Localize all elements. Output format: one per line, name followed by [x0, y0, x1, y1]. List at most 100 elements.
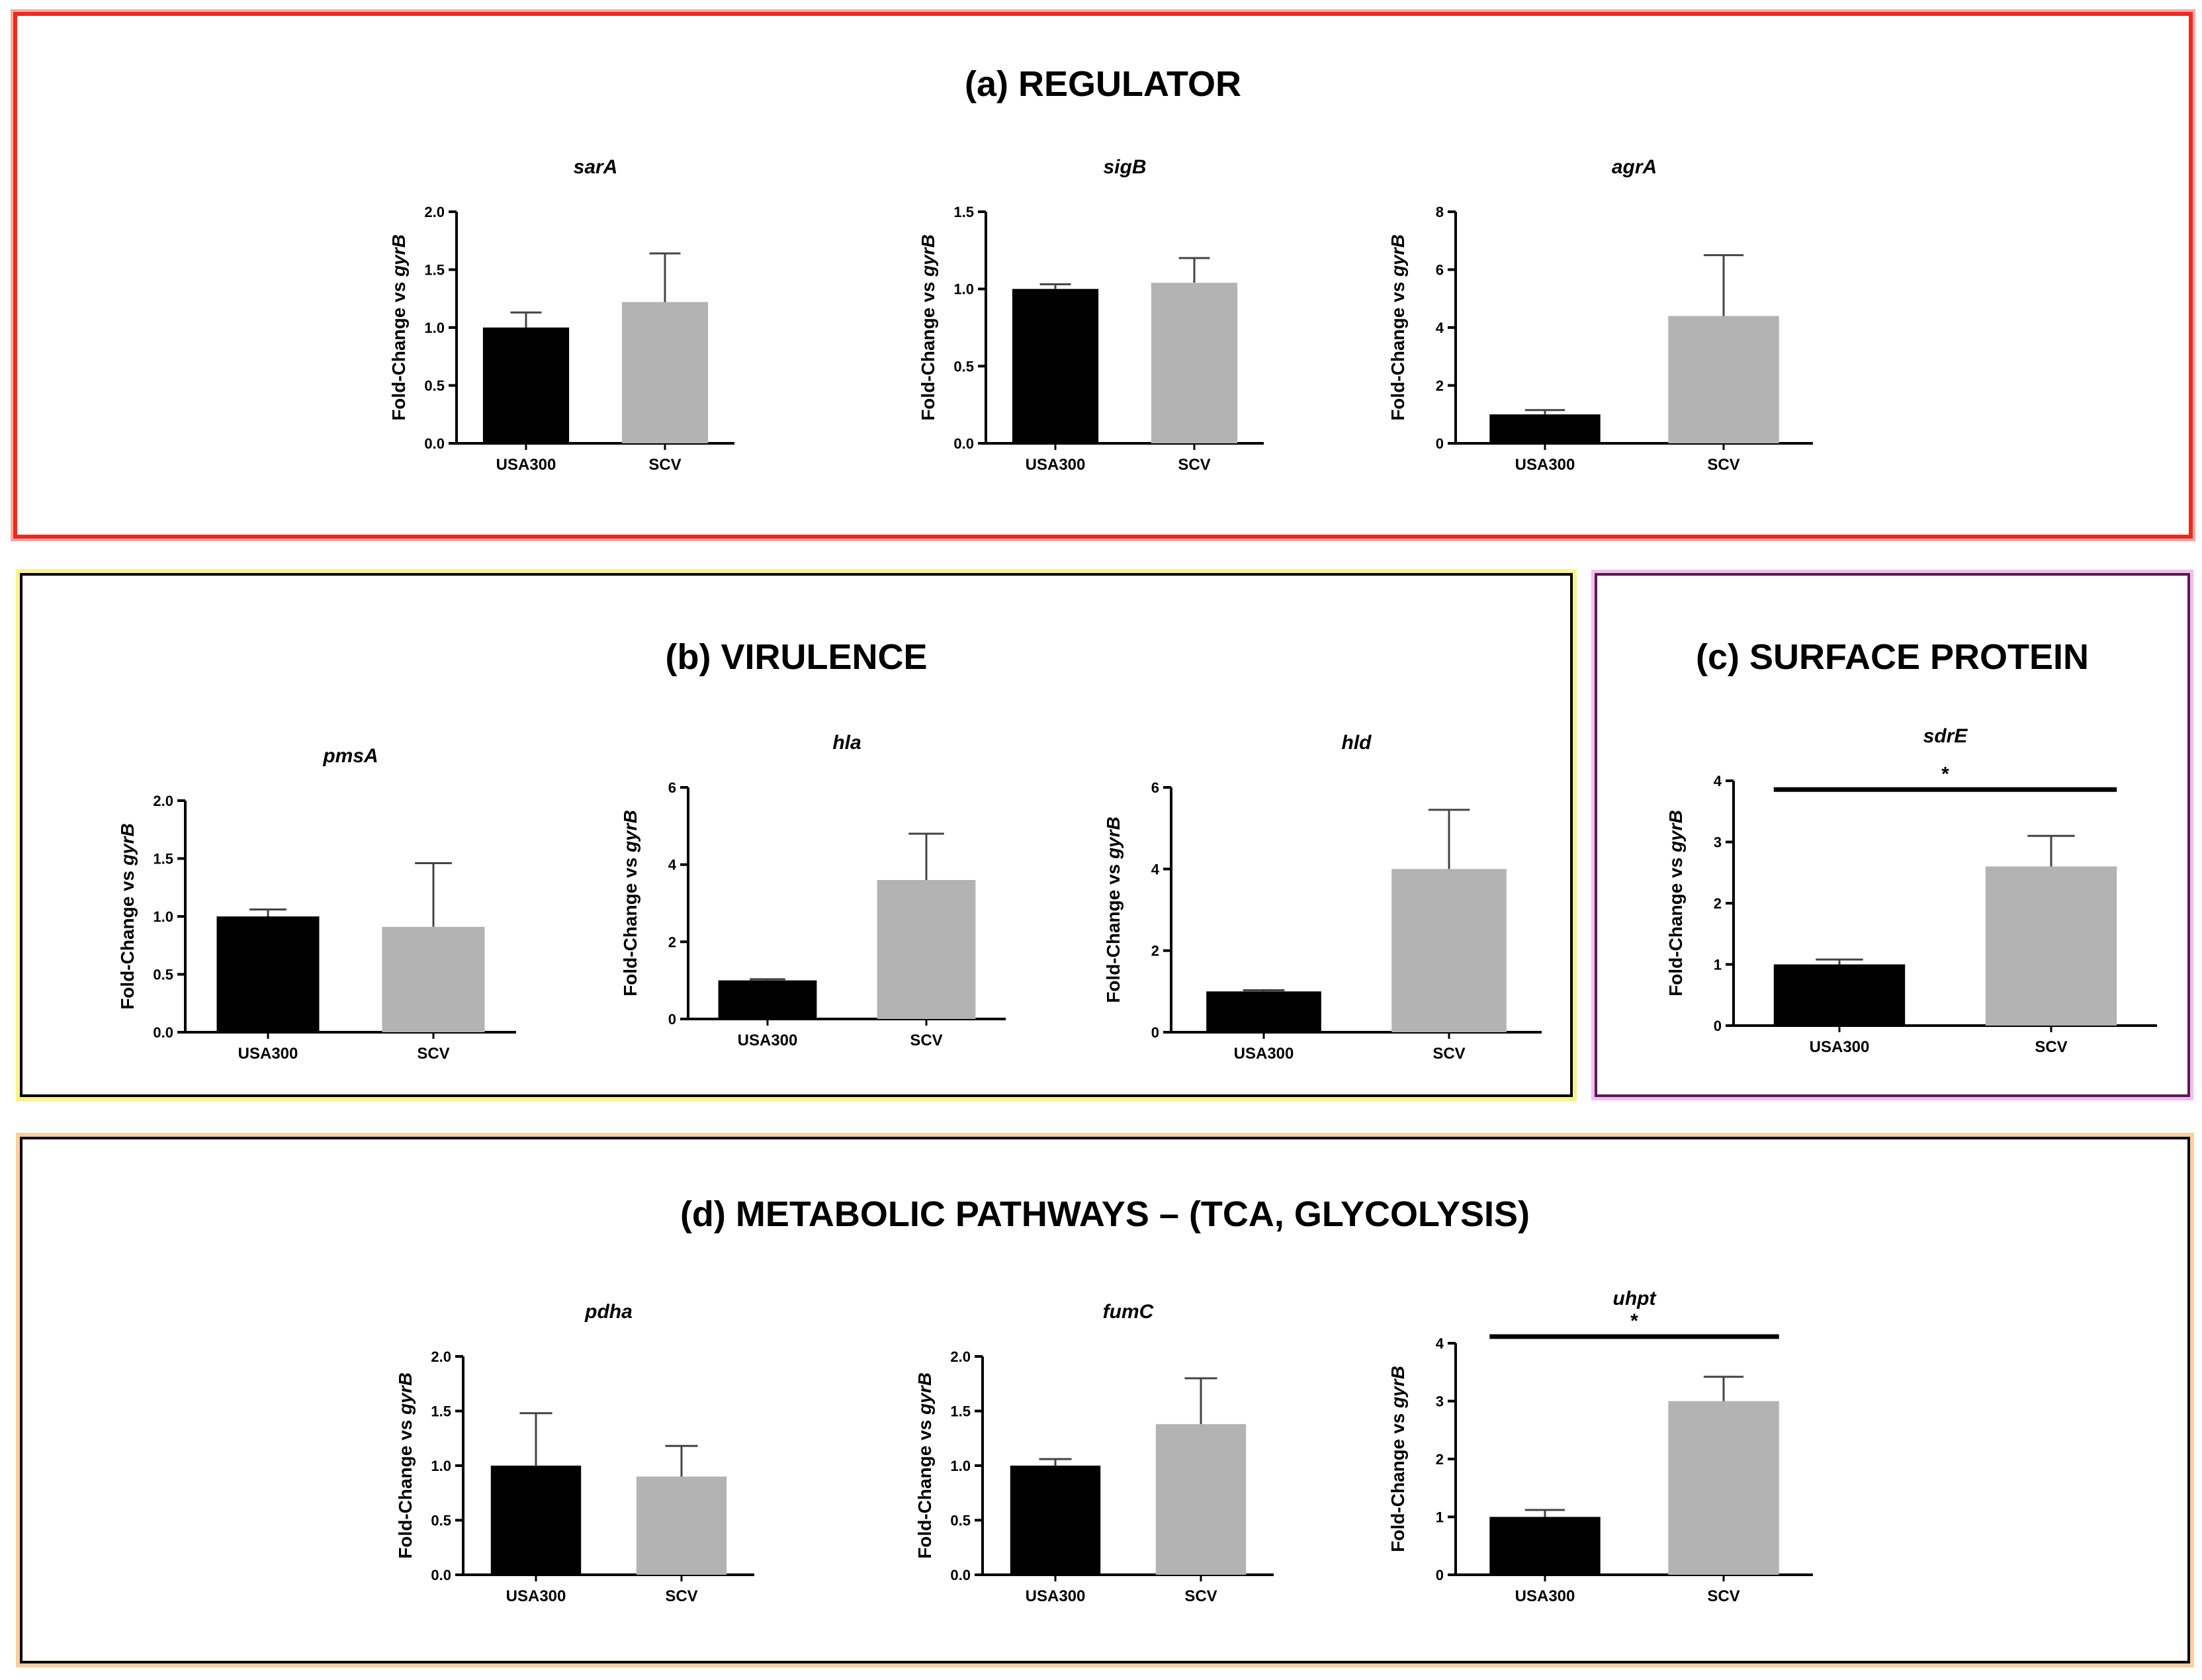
panel-metabolic-pathways: (d) METABOLIC PATHWAYS – (TCA, GLYCOLYSI…	[20, 1137, 2190, 1663]
x-tick-label: SCV	[1178, 456, 1210, 474]
y-tick-label: 2	[1436, 1451, 1444, 1468]
chart-title: uhpt	[1613, 1288, 1657, 1309]
bar-usa300	[216, 916, 320, 1032]
significance-label: *	[1630, 1310, 1638, 1332]
x-tick-label: SCV	[910, 1032, 942, 1049]
y-tick-label: 0.5	[153, 967, 173, 983]
y-axis-label-gene: gyrB	[1387, 234, 1408, 277]
bar-scv	[1985, 866, 2117, 1026]
y-tick-label: 6	[1436, 262, 1444, 279]
x-tick-label: USA300	[238, 1045, 298, 1063]
y-tick-label: 0.0	[153, 1024, 173, 1041]
bar-scv	[382, 926, 485, 1032]
y-tick-label: 1.5	[953, 204, 974, 220]
chart-title: sarA	[574, 156, 618, 178]
y-tick-label: 4	[1436, 1335, 1444, 1352]
bar-usa300	[718, 980, 817, 1019]
x-tick-label: SCV	[417, 1045, 449, 1063]
y-tick-label: 0.5	[424, 378, 445, 394]
y-tick-label: 3	[1436, 1393, 1444, 1410]
x-tick-label: USA300	[1515, 456, 1575, 474]
y-tick-label: 2.0	[950, 1348, 971, 1365]
x-tick-label: SCV	[1707, 1587, 1740, 1605]
bar-usa300	[1773, 964, 1906, 1026]
y-tick-label: 1	[1714, 957, 1722, 973]
y-tick-label: 4	[668, 857, 677, 873]
y-tick-label: 2	[668, 934, 676, 950]
x-tick-label: USA300	[506, 1587, 566, 1605]
y-axis-label: Fold-Change vs gyrB	[1103, 817, 1123, 1003]
bar-scv	[1151, 283, 1238, 443]
x-tick-label: USA300	[1515, 1587, 1575, 1605]
chart-pdha: pdha Fold-Change vs gyrB 0.0 0.5 1.0 1.5 2.0 US…	[395, 1301, 754, 1605]
y-tick-label: 1.5	[431, 1403, 451, 1420]
y-tick-label: 6	[1151, 779, 1159, 796]
y-axis-label: Fold-Change vs gyrB	[388, 234, 409, 421]
y-axis-label-prefix: Fold-Change vs	[388, 277, 409, 421]
y-tick-label: 1.5	[153, 851, 173, 867]
y-axis-label-gene: gyrB	[395, 1372, 416, 1415]
x-tick-label: SCV	[648, 456, 681, 474]
y-axis-label: Fold-Change vs gyrB	[914, 1372, 935, 1559]
y-tick-label: 0.0	[431, 1567, 451, 1583]
bar-scv	[621, 302, 709, 443]
x-tick-label: USA300	[1810, 1038, 1870, 1056]
y-tick-label: 2.0	[153, 793, 173, 809]
bar-scv	[1668, 316, 1779, 443]
y-tick-label: 1.5	[950, 1403, 971, 1420]
chart-agra: agrA Fold-Change vs gyrB 0 2 4 6 8 USA300 SCV	[1387, 156, 1813, 474]
y-axis-label-gene: gyrB	[1387, 1366, 1408, 1409]
chart-hla: hla Fold-Change vs gyrB 0 2 4 6 USA300 SCV	[620, 732, 1006, 1049]
bar-scv	[1668, 1401, 1779, 1575]
significance-label: *	[1941, 763, 1949, 785]
y-tick-label: 0.0	[950, 1567, 971, 1583]
chart-fumc: fumC Fold-Change vs gyrB 0.0 0.5 1.0 1.5 2.0 US…	[914, 1301, 1274, 1605]
y-tick-label: 4	[1436, 320, 1444, 336]
chart-sigb: sigB Fold-Change vs gyrB 0.0 0.5 1.0 1.5 USA30…	[918, 156, 1264, 474]
y-axis-label: Fold-Change vs gyrB	[620, 810, 640, 996]
chart-title: hla	[832, 732, 861, 754]
y-axis-label-prefix: Fold-Change vs	[620, 852, 640, 996]
y-axis-label-prefix: Fold-Change vs	[914, 1415, 935, 1559]
y-tick-label: 1.0	[424, 320, 445, 336]
chart-uhpt: uhpt Fold-Change vs gyrB 0 1 2 3 4 USA300 SCV *	[1387, 1288, 1813, 1605]
y-tick-label: 2	[1436, 378, 1444, 394]
y-tick-label: 0.0	[953, 435, 974, 452]
y-tick-label: 1	[1436, 1509, 1444, 1526]
y-tick-label: 6	[668, 779, 676, 796]
y-axis-label-gene: gyrB	[914, 1372, 935, 1415]
x-tick-label: SCV	[665, 1587, 697, 1605]
x-tick-label: USA300	[1026, 1587, 1086, 1605]
y-tick-label: 1.5	[424, 262, 445, 279]
chart-title: fumC	[1103, 1301, 1155, 1323]
bar-usa300	[1012, 288, 1099, 443]
bar-scv	[636, 1476, 727, 1575]
x-tick-label: SCV	[2035, 1038, 2067, 1056]
y-axis-label-gene: gyrB	[1665, 810, 1686, 853]
y-axis-label: Fold-Change vs gyrB	[1387, 234, 1408, 421]
bar-usa300	[1206, 991, 1321, 1032]
x-tick-label: USA300	[1234, 1045, 1294, 1063]
y-axis-label-prefix: Fold-Change vs	[918, 277, 938, 421]
y-tick-label: 4	[1714, 773, 1722, 789]
y-axis-label-prefix: Fold-Change vs	[1665, 852, 1686, 996]
x-tick-label: SCV	[1184, 1587, 1217, 1605]
y-tick-label: 0	[668, 1011, 676, 1028]
y-tick-label: 0.5	[431, 1513, 451, 1529]
x-tick-label: SCV	[1432, 1045, 1465, 1063]
y-tick-label: 0.5	[953, 358, 974, 375]
chart-sara: sarA Fold-Change vs gyrB 0.0 0.5 1.0 1.5 2.0 US…	[388, 156, 734, 474]
y-axis-label-gene: gyrB	[620, 810, 640, 853]
chart-sdre: sdrE Fold-Change vs gyrB 0 1 2 3 4 USA300 SCV *	[1665, 725, 2157, 1056]
bar-scv	[877, 880, 976, 1019]
bar-usa300	[482, 328, 570, 443]
y-axis-label: Fold-Change vs gyrB	[918, 234, 938, 421]
y-tick-label: 0	[1436, 435, 1444, 452]
bar-scv	[1155, 1424, 1247, 1575]
y-tick-label: 0	[1714, 1018, 1722, 1034]
panel-title-virulence: (b) VIRULENCE	[665, 637, 928, 677]
y-axis-label-prefix: Fold-Change vs	[1387, 1408, 1408, 1552]
bar-usa300	[1489, 1517, 1601, 1575]
chart-pmsa: pmsA Fold-Change vs gyrB 0.0 0.5 1.0 1.5 2.0 US…	[117, 745, 516, 1063]
panel-title-metabolic-pathways: (d) METABOLIC PATHWAYS – (TCA, GLYCOLYSI…	[680, 1194, 1530, 1234]
